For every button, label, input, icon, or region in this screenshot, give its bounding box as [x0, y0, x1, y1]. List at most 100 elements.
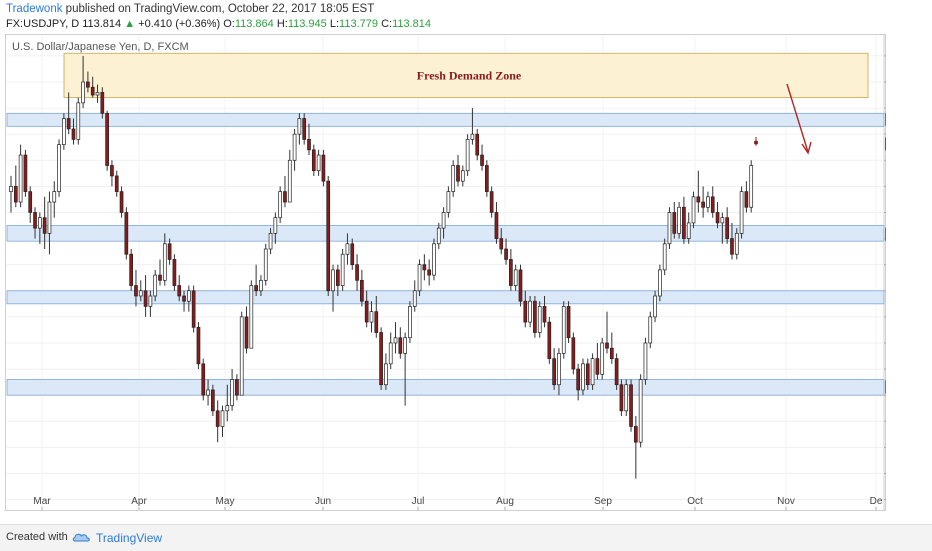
candle	[484, 165, 489, 192]
candle	[533, 300, 537, 333]
candle	[566, 306, 571, 339]
candle	[403, 337, 407, 354]
price-label-box	[885, 112, 886, 126]
candle	[95, 92, 100, 96]
candle	[571, 337, 576, 370]
candle	[220, 410, 225, 427]
x-tick-label: Apr	[131, 496, 147, 507]
candle	[374, 311, 379, 333]
candle	[720, 217, 725, 224]
candle	[691, 196, 696, 224]
x-tick-label: Nov	[777, 496, 795, 507]
candle	[441, 212, 446, 229]
candle	[643, 342, 648, 380]
candle	[124, 212, 129, 255]
level-price-label[interactable]: 112.082	[885, 227, 886, 241]
candle	[100, 92, 105, 114]
candle	[76, 102, 81, 140]
candle	[513, 269, 518, 286]
author-link[interactable]: Tradewonk	[6, 3, 63, 15]
candle	[182, 295, 186, 302]
candle	[52, 191, 57, 203]
candle	[268, 233, 273, 250]
symbol-line: FX:USDJPY, D	[6, 18, 80, 30]
candle	[734, 233, 739, 255]
support-resistance-zone[interactable]	[6, 290, 885, 305]
candle	[114, 175, 119, 192]
candle	[393, 337, 398, 344]
candle	[13, 186, 18, 203]
candle	[215, 410, 220, 427]
candle	[177, 285, 182, 297]
candle	[585, 363, 590, 386]
candle	[725, 217, 730, 239]
candle	[206, 389, 210, 396]
price-chart[interactable]: 107.000107.500108.000108.500109.000109.5…	[5, 34, 886, 511]
candle	[557, 353, 561, 386]
publish-info: Tradewonk published on TradingView.com, …	[6, 3, 374, 15]
candle	[412, 290, 417, 307]
candle	[162, 243, 167, 281]
candle	[273, 217, 278, 234]
candle	[196, 326, 201, 365]
candle	[581, 363, 585, 391]
candle	[730, 238, 734, 255]
candle	[629, 384, 633, 427]
candle	[287, 159, 292, 203]
candle	[523, 300, 528, 323]
chart-frame	[5, 34, 886, 511]
candle	[499, 238, 504, 250]
zones	[6, 52, 885, 396]
candle	[153, 274, 158, 297]
candle	[71, 128, 76, 140]
down-arrow-annotation[interactable]	[786, 83, 812, 155]
price-axis[interactable]: 107.000107.500108.000108.500109.000109.5…	[884, 51, 886, 506]
chart-area[interactable]: 107.000107.500108.000108.500109.000109.5…	[5, 34, 886, 511]
support-resistance-zone[interactable]	[6, 379, 885, 396]
candle	[110, 165, 114, 177]
candle	[345, 243, 350, 255]
candle	[422, 264, 427, 271]
candle	[489, 191, 494, 213]
support-resistance-zone[interactable]	[6, 225, 885, 242]
candles	[9, 55, 758, 479]
candle	[57, 144, 61, 192]
candle	[465, 139, 470, 172]
arrow-shaft	[786, 83, 809, 153]
tradingview-brand[interactable]: TradingView	[96, 531, 163, 545]
support-resistance-zone[interactable]	[6, 112, 885, 127]
candle	[81, 81, 85, 104]
candle	[542, 306, 547, 323]
candle	[710, 196, 715, 213]
candle	[518, 269, 523, 302]
level-price-label[interactable]: 114.284	[885, 112, 886, 126]
tradingview-logo-icon	[72, 533, 90, 542]
price-label-box	[885, 137, 886, 151]
candle	[648, 316, 653, 344]
candle	[249, 285, 254, 349]
candle	[537, 306, 542, 333]
candle	[297, 118, 302, 135]
candle	[633, 426, 638, 443]
level-price-label[interactable]: 109.159	[885, 380, 886, 394]
candle	[244, 316, 249, 349]
candle	[624, 384, 629, 412]
candle	[129, 253, 134, 286]
x-tick-label: Mar	[33, 496, 51, 507]
last-price-label[interactable]: 113.814	[885, 137, 886, 151]
price-change: +0.410 (+0.36%)	[138, 18, 221, 30]
open-label: O:	[223, 18, 235, 30]
candle	[456, 165, 460, 182]
candle	[475, 133, 480, 156]
candle	[235, 379, 239, 396]
candle	[23, 154, 28, 192]
time-axis[interactable]: Mar Apr May Jun Jul Aug Sep Oct Nov De	[33, 496, 883, 510]
candle	[105, 112, 109, 166]
candle	[667, 212, 672, 245]
candle	[739, 191, 744, 234]
candle	[335, 269, 340, 286]
candle	[201, 363, 206, 396]
candle	[528, 300, 532, 323]
demand-zone[interactable]	[63, 52, 869, 99]
candle	[364, 300, 369, 323]
